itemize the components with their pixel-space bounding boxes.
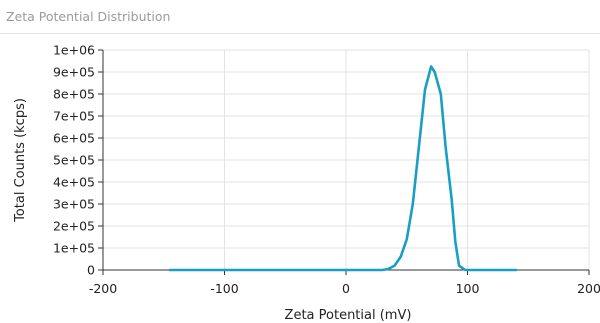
axis-layer xyxy=(98,49,590,275)
x-axis-title: Zeta Potential (mV) xyxy=(285,308,412,323)
x-tick-label: -100 xyxy=(210,281,238,296)
x-tick-label: 100 xyxy=(456,281,480,296)
y-tick-label: 4e+05 xyxy=(53,175,95,190)
panel-title: Zeta Potential Distribution xyxy=(6,9,171,24)
x-tick-label: 200 xyxy=(577,281,600,296)
panel-header: Zeta Potential Distribution xyxy=(0,0,600,34)
y-tick-label: 1e+05 xyxy=(53,241,95,256)
label-layer: 0 1e+05 2e+05 3e+05 4e+05 5e+05 6e+05 7e+05 8e+0… xyxy=(13,43,600,323)
y-tick-label: 7e+05 xyxy=(53,109,95,124)
y-axis-title: Total Counts (kcps) xyxy=(13,98,28,223)
y-tick-label: 0 xyxy=(87,263,95,278)
y-tick-label: 3e+05 xyxy=(53,197,95,212)
series-line xyxy=(168,65,518,272)
y-tick-label: 8e+05 xyxy=(53,87,95,102)
x-tick-label: -200 xyxy=(89,281,117,296)
x-tick-label: 0 xyxy=(342,281,350,296)
y-tick-label: 5e+05 xyxy=(53,153,95,168)
y-tick-label: 6e+05 xyxy=(53,131,95,146)
series-layer xyxy=(168,65,518,272)
y-tick-label: 1e+06 xyxy=(53,43,95,58)
grid-layer xyxy=(102,49,590,271)
y-tick-label: 9e+05 xyxy=(53,65,95,80)
y-tick-label: 2e+05 xyxy=(53,219,95,234)
